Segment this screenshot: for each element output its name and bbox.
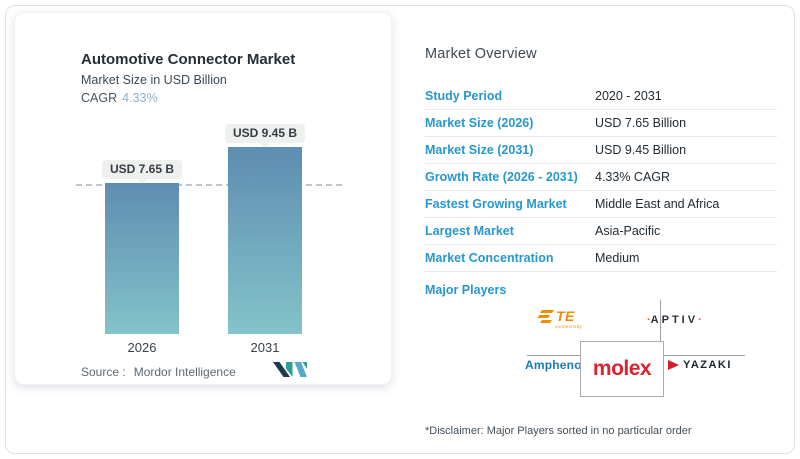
row-label: Study Period	[425, 89, 503, 103]
row-value: Asia-Pacific	[595, 224, 661, 238]
diagram-vertical-line	[660, 300, 661, 342]
row-label: Largest Market	[425, 224, 514, 238]
page-border	[5, 5, 795, 454]
source-value: Mordor Intelligence	[133, 365, 236, 379]
te-connectivity-text: connectivity	[555, 324, 583, 329]
yazaki-logo: YAZAKI	[668, 359, 732, 371]
amphenol-logo: Amphenol	[525, 358, 586, 372]
source-label: Source :	[81, 365, 126, 379]
table-row-market-size-2026: Market Size (2026) USD 7.65 Billion	[425, 110, 777, 137]
x-tick-2026: 2026	[127, 340, 157, 355]
bar-value-badge-2031: USD 9.45 B	[225, 124, 305, 148]
table-row-market-concentration: Market Concentration Medium	[425, 245, 777, 272]
diagram-horizontal-line-right	[664, 355, 745, 356]
aptiv-wordmark: APTIV	[650, 314, 699, 326]
x-tick-2031: 2031	[250, 340, 280, 355]
reference-dashed-line	[76, 184, 342, 186]
bar-2026	[105, 183, 179, 334]
molex-logo-box: molex	[580, 341, 664, 397]
aptiv-right-dot: ·	[698, 314, 702, 326]
table-row-largest-market: Largest Market Asia-Pacific	[425, 218, 777, 245]
overview-heading: Market Overview	[425, 46, 537, 62]
te-wordmark: TE	[556, 308, 575, 324]
source-line: Source : Mordor Intelligence	[81, 365, 236, 379]
te-stripes-icon	[537, 309, 554, 323]
yazaki-wordmark: YAZAKI	[683, 359, 732, 371]
table-row-fastest-growing-market: Fastest Growing Market Middle East and A…	[425, 191, 777, 218]
overview-table: Study Period 2020 - 2031 Market Size (20…	[425, 83, 777, 272]
bar-2031	[228, 147, 302, 334]
row-value: USD 7.65 Billion	[595, 116, 687, 130]
chart-title: Automotive Connector Market	[81, 51, 296, 68]
cagr-label: CAGR	[81, 91, 118, 105]
chart-subtitle: Market Size in USD Billion	[81, 73, 227, 87]
row-value: USD 9.45 Billion	[595, 143, 687, 157]
row-label: Fastest Growing Market	[425, 197, 567, 211]
cagr-value: 4.33%	[122, 91, 158, 105]
row-value: Medium	[595, 251, 640, 265]
row-label: Growth Rate (2026 - 2031)	[425, 170, 578, 184]
cagr-line: CAGR 4.33%	[81, 91, 158, 105]
table-row-growth-rate: Growth Rate (2026 - 2031) 4.33% CAGR	[425, 164, 777, 191]
table-row-market-size-2031: Market Size (2031) USD 9.45 Billion	[425, 137, 777, 164]
row-label: Market Concentration	[425, 251, 554, 265]
major-players-label: Major Players	[425, 283, 507, 297]
diagram-horizontal-line-left	[527, 355, 580, 356]
mordor-intelligence-logo-icon	[273, 362, 307, 377]
market-size-chart-card: Automotive Connector Market Market Size …	[14, 12, 392, 385]
yazaki-arrow-icon	[668, 360, 679, 370]
row-value: 2020 - 2031	[595, 89, 662, 103]
row-value: Middle East and Africa	[595, 197, 720, 211]
row-value: 4.33% CAGR	[595, 170, 671, 184]
te-connectivity-logo: TE connectivity	[537, 308, 591, 329]
table-row-study-period: Study Period 2020 - 2031	[425, 83, 777, 110]
molex-wordmark: molex	[592, 357, 652, 380]
aptiv-left-dot: ·	[647, 314, 651, 326]
aptiv-logo: ·APTIV·	[647, 314, 702, 326]
row-label: Market Size (2026)	[425, 116, 534, 130]
row-label: Market Size (2031)	[425, 143, 534, 157]
bar-value-badge-2026: USD 7.65 B	[102, 160, 182, 184]
market-overview-panel: Market Overview Study Period 2020 - 2031…	[425, 40, 777, 452]
disclaimer-text: *Disclaimer: Major Players sorted in no …	[425, 425, 692, 437]
